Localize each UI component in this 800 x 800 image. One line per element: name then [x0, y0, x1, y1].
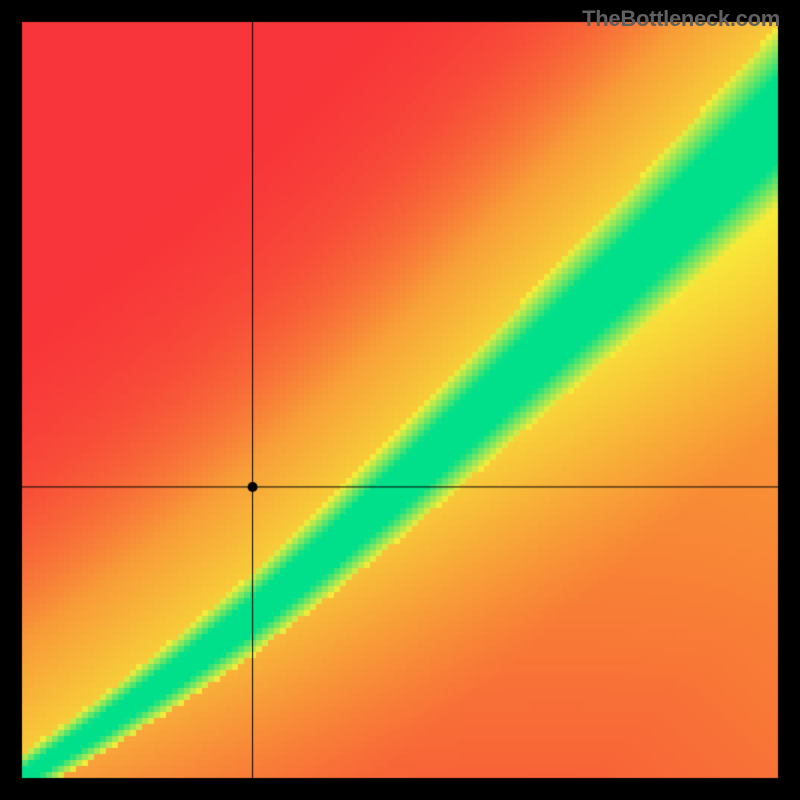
bottleneck-heatmap [0, 0, 800, 800]
chart-container: { "watermark": "TheBottleneck.com", "cha… [0, 0, 800, 800]
watermark-text: TheBottleneck.com [582, 6, 780, 32]
